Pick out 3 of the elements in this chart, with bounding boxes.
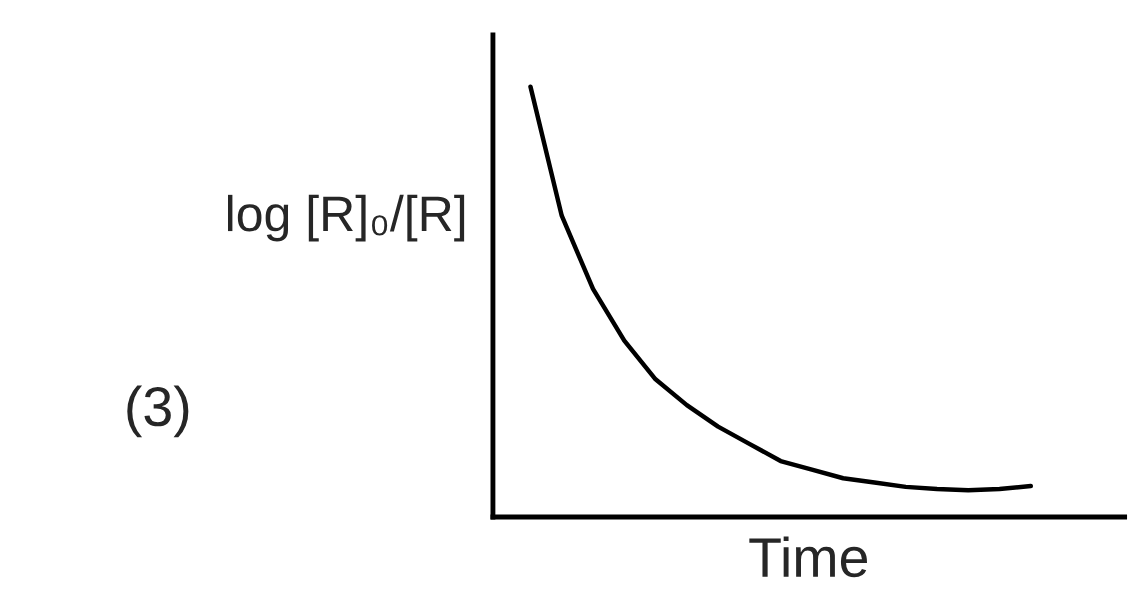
text: (3): [127, 385, 189, 438]
y-axis-title: log [R]₀/[R]: [228, 194, 465, 242]
x-axis-title: Time: [749, 536, 867, 578]
